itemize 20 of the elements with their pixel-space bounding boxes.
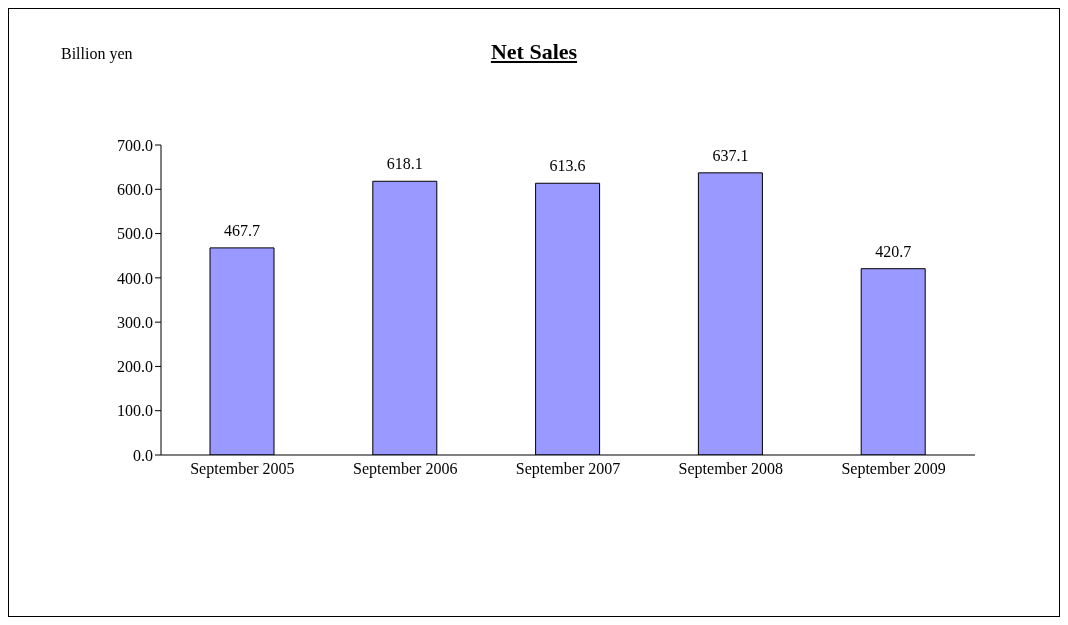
x-tick-label: September 2007: [515, 460, 621, 479]
x-tick-label: September 2006: [352, 460, 458, 479]
y-tick-label: 700.0: [117, 136, 153, 154]
y-tick-label: 200.0: [117, 358, 153, 376]
y-tick-label: 300.0: [117, 313, 153, 331]
data-label: 467.7: [224, 221, 260, 239]
y-axis-title: Billion yen: [61, 45, 133, 63]
y-tick-label: 600.0: [117, 180, 153, 198]
data-label: 613.6: [549, 157, 586, 175]
x-tick-label: September 2009: [841, 460, 946, 479]
data-label: 618.1: [386, 155, 423, 173]
y-tick-label: 400.0: [117, 269, 153, 287]
data-label: 637.1: [712, 146, 749, 164]
y-tick-label: 500.0: [117, 225, 153, 243]
chart-title: Net Sales: [490, 39, 578, 64]
y-tick-label: 100.0: [117, 402, 153, 420]
y-tick-label: 0.0: [133, 446, 153, 464]
x-tick-label: September 2008: [678, 460, 784, 479]
data-label: 420.7: [875, 242, 912, 260]
x-tick-label: September 2005: [190, 460, 295, 479]
